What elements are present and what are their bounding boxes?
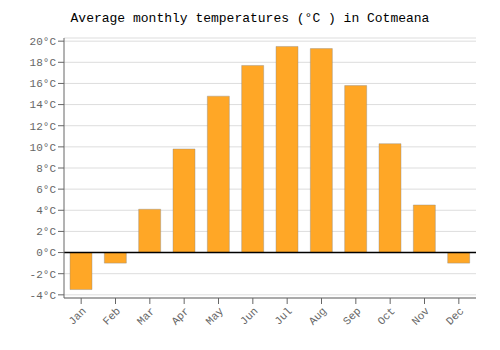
svg-text:May: May xyxy=(204,305,227,328)
svg-text:-2°C: -2°C xyxy=(30,269,57,281)
svg-text:6°C: 6°C xyxy=(36,184,56,196)
svg-text:Jun: Jun xyxy=(238,305,260,327)
svg-text:12°C: 12°C xyxy=(30,121,57,133)
svg-text:-4°C: -4°C xyxy=(30,290,57,302)
svg-text:Jan: Jan xyxy=(66,305,88,327)
svg-text:14°C: 14°C xyxy=(30,99,57,111)
svg-text:10°C: 10°C xyxy=(30,142,57,154)
svg-text:16°C: 16°C xyxy=(30,78,57,90)
html-text:Average monthly temperatures (: Average monthly temperatures (°C ) in Co… xyxy=(70,11,430,26)
svg-text:18°C: 18°C xyxy=(30,57,57,69)
svg-text:Feb: Feb xyxy=(101,305,123,327)
svg-text:8°C: 8°C xyxy=(36,163,56,175)
svg-text:Sep: Sep xyxy=(341,305,363,327)
svg-text:Aug: Aug xyxy=(307,305,329,327)
svg-text:Dec: Dec xyxy=(444,305,466,327)
svg-text:4°C: 4°C xyxy=(36,205,56,217)
svg-text:Mar: Mar xyxy=(135,305,157,327)
svg-text:Jul: Jul xyxy=(272,305,294,327)
svg-text:20°C: 20°C xyxy=(30,36,57,48)
svg-text:Apr: Apr xyxy=(169,305,191,327)
svg-text:2°C: 2°C xyxy=(36,226,56,238)
svg-text:Nov: Nov xyxy=(410,305,433,328)
svg-text:Oct: Oct xyxy=(375,305,397,327)
svg-text:0°C: 0°C xyxy=(36,247,56,259)
